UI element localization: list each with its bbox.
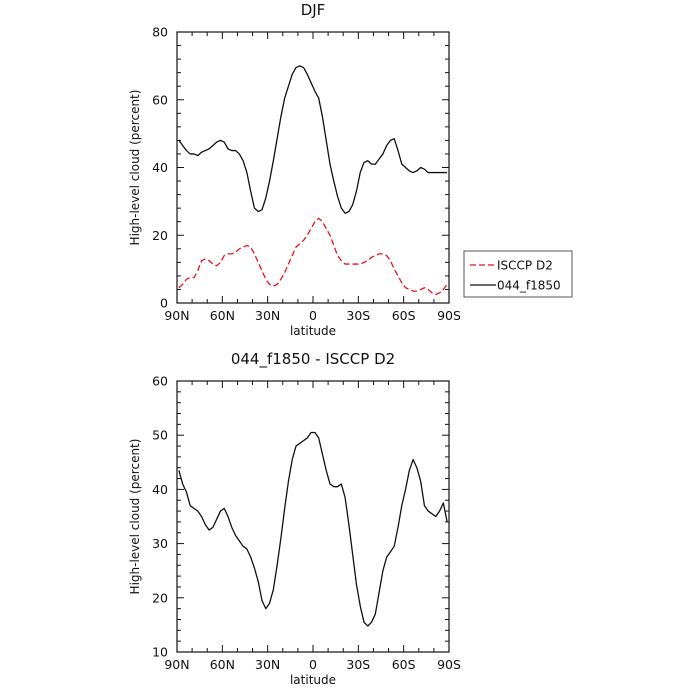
y-axis-label: High-level cloud (percent) — [128, 90, 142, 246]
x-tick-label: 60N — [210, 657, 235, 672]
x-tick-label: 90S — [437, 308, 461, 323]
y-tick-label: 40 — [152, 482, 168, 497]
x-tick-label: 60S — [392, 657, 416, 672]
y-tick-label: 20 — [152, 228, 168, 243]
y-tick-label: 40 — [152, 160, 168, 175]
legend-entry: ISCCP D2 — [497, 259, 553, 273]
series-line-isccp-d2 — [178, 217, 448, 296]
x-tick-label: 90S — [437, 657, 461, 672]
x-axis-label: latitude — [290, 673, 336, 687]
chart-title: DJF — [301, 1, 326, 19]
x-tick-label: 60N — [210, 308, 235, 323]
x-tick-label: 30S — [346, 657, 370, 672]
chart-panel-2: 90N 60N 30N 0 30S 60S 90S 10 20 30 40 50 60 044_f1850… — [128, 350, 461, 687]
x-tick-label: 0 — [309, 308, 317, 323]
y-tick-label: 60 — [152, 374, 168, 389]
chart-panel-1: 90N 60N 30N 0 30S 60S 90S 0 20 40 60 80 DJF latitude H… — [128, 1, 573, 338]
y-tick-label: 80 — [152, 25, 168, 40]
x-tick-label: 0 — [309, 657, 317, 672]
x-tick-label: 90N — [164, 308, 189, 323]
y-tick-label: 20 — [152, 590, 168, 605]
series-line-044-f1850 — [178, 65, 448, 214]
y-tick-label: 60 — [152, 92, 168, 107]
y-axis-label: High-level cloud (percent) — [128, 439, 142, 595]
plot-frame — [176, 31, 450, 304]
y-tick-label: 50 — [152, 428, 168, 443]
chart-title: 044_f1850 - ISCCP D2 — [231, 350, 395, 369]
legend-box — [463, 250, 573, 298]
legend-entry: 044_f1850 — [497, 279, 561, 293]
y-tick-label: 0 — [160, 296, 168, 311]
y-tick-label: 10 — [152, 645, 168, 660]
x-tick-label: 30N — [255, 657, 280, 672]
y-tick-label: 30 — [152, 536, 168, 551]
series-line-1 — [178, 431, 448, 627]
x-axis-label: latitude — [290, 324, 336, 338]
x-tick-label: 60S — [392, 308, 416, 323]
x-tick-label: 30N — [255, 308, 280, 323]
x-tick-label: 90N — [164, 657, 189, 672]
x-tick-label: 30S — [346, 308, 370, 323]
legend: ISCCP D2 044_f1850 — [463, 250, 573, 298]
